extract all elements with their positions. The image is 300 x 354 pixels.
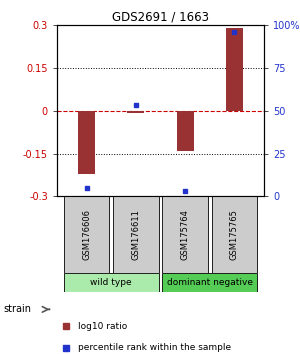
Bar	[176, 110, 194, 151]
Bar	[64, 196, 109, 273]
Bar	[163, 196, 208, 273]
Text: GSM176611: GSM176611	[131, 209, 140, 260]
Bar	[212, 196, 257, 273]
Text: dominant negative: dominant negative	[167, 278, 253, 287]
Bar	[64, 273, 158, 292]
Bar	[226, 28, 243, 110]
Text: GSM175765: GSM175765	[230, 209, 239, 260]
Text: strain: strain	[3, 304, 31, 314]
Text: GSM176606: GSM176606	[82, 209, 91, 260]
Text: log10 ratio: log10 ratio	[78, 322, 127, 331]
Bar	[78, 110, 95, 173]
Text: percentile rank within the sample: percentile rank within the sample	[78, 343, 231, 352]
Bar	[113, 196, 158, 273]
Text: wild type: wild type	[90, 278, 132, 287]
Title: GDS2691 / 1663: GDS2691 / 1663	[112, 11, 209, 24]
Bar	[163, 273, 257, 292]
Text: GSM175764: GSM175764	[181, 209, 190, 260]
Bar	[127, 110, 145, 114]
